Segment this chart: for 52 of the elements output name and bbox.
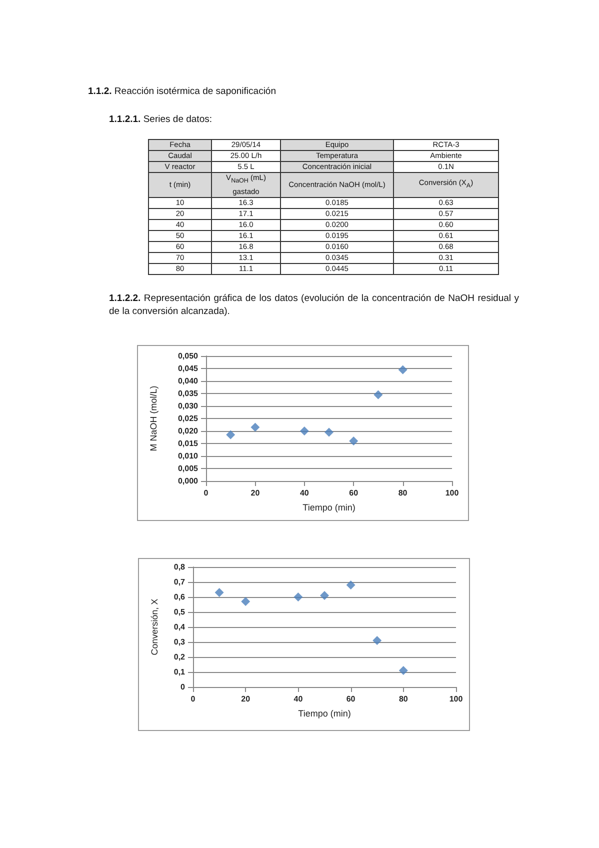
point	[349, 436, 358, 446]
y-tick-label: 0,8	[174, 562, 186, 572]
x-tick-label: 20	[241, 694, 251, 704]
x-tick-label: 80	[398, 488, 408, 498]
point	[300, 426, 309, 436]
y-tick-label: 0,015	[178, 439, 199, 448]
y-tick-label: 0,3	[174, 638, 186, 646]
point	[294, 592, 303, 602]
x-tick-label: 60	[346, 694, 356, 704]
x-tick-label: 100	[449, 694, 464, 704]
y-tick-label: 0,035	[178, 389, 199, 398]
x-axis-title: Tiempo (min)	[302, 502, 356, 512]
point	[398, 666, 408, 675]
x-tick-label: 100	[445, 488, 460, 498]
y-tick-label: 0,000	[178, 476, 199, 486]
x-tick-label: 20	[250, 488, 260, 498]
point	[214, 588, 224, 597]
y-tick-label: 0,040	[178, 376, 199, 386]
text: 1.1.2.1. Series de datos:	[109, 114, 212, 125]
y-tick-label: 0,045	[178, 364, 199, 373]
y-tick-label: 0,020	[178, 426, 199, 436]
y-axis-title: Conversión, X	[150, 598, 160, 656]
y-tick-label: 0,050	[178, 352, 199, 360]
point	[324, 428, 334, 437]
point	[226, 430, 236, 440]
y-tick-label: 0,025	[178, 414, 199, 423]
point	[374, 390, 383, 400]
y-tick-label: 0,6	[174, 592, 186, 602]
point	[372, 636, 382, 645]
y-tick-label: 0,5	[174, 608, 186, 616]
point	[398, 365, 408, 374]
point	[250, 422, 260, 432]
x-tick-label: 0	[204, 488, 209, 498]
x-tick-label: 80	[398, 694, 408, 704]
y-tick-label: 0	[180, 682, 186, 692]
x-tick-label: 60	[349, 488, 359, 498]
y-tick-label: 0,1	[174, 668, 186, 676]
x-tick-label: 40	[294, 694, 304, 704]
y-tick-label: 0,005	[178, 464, 199, 473]
y-tick-label: 0,030	[178, 402, 199, 410]
x-tick-label: 40	[300, 488, 310, 498]
point	[320, 591, 329, 600]
y-tick-label: 0,010	[178, 452, 199, 460]
x-axis-title: Tiempo (min)	[298, 708, 351, 718]
y-axis-title: M NaOH (mol/L)	[148, 386, 158, 452]
point	[241, 597, 250, 606]
point	[346, 580, 356, 590]
y-tick-label: 0,7	[174, 578, 186, 586]
y-tick-label: 0,4	[174, 622, 186, 632]
text: 1.1.2. Reacción isotérmica de saponificación	[88, 86, 276, 97]
chart-title: 1.1.2.2. Representación gráfica de los datos (evolución de la concentración de NaOH residual y de la conversión alcanzada).	[109, 293, 519, 317]
y-tick-label: 0,2	[174, 652, 186, 662]
